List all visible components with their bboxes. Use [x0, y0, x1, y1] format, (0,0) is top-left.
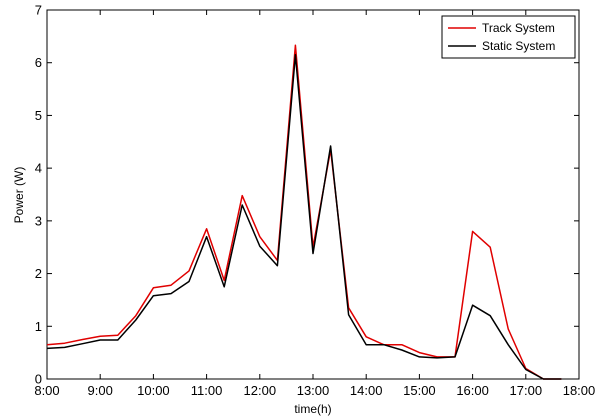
x-axis-title: time(h) — [294, 402, 331, 416]
y-tick-label: 2 — [35, 266, 42, 281]
y-tick-label: 7 — [35, 3, 42, 18]
x-tick-label: 12:00 — [244, 383, 277, 398]
x-tick-label: 15:00 — [403, 383, 436, 398]
x-tick-label: 16:00 — [456, 383, 489, 398]
plot-area — [46, 9, 580, 380]
legend-box — [441, 15, 576, 59]
x-tick-label: 10:00 — [137, 383, 170, 398]
series-line-static-system — [46, 54, 562, 380]
y-tick-label: 1 — [35, 319, 42, 334]
x-tick-label: 14:00 — [350, 383, 383, 398]
legend-label: Track System — [482, 21, 555, 35]
x-tick-label: 9:00 — [88, 383, 113, 398]
y-tick-label: 5 — [35, 108, 42, 123]
x-tick-label: 18:00 — [563, 383, 596, 398]
x-axis: 8:00 9:00 10:00 11:00 12:00 13:00 14:00 15:00 16… — [34, 10, 595, 398]
y-tick-label: 4 — [35, 161, 42, 176]
y-tick-label: 6 — [35, 55, 42, 70]
legend-label: Static System — [482, 39, 555, 53]
y-axis-title: Power (W) — [12, 167, 26, 224]
x-tick-label: 11:00 — [191, 383, 223, 398]
series-layer — [46, 44, 562, 380]
legend: Track System Static System — [441, 15, 576, 59]
x-tick-label: 17:00 — [510, 383, 543, 398]
x-tick-label: 13:00 — [297, 383, 330, 398]
y-tick-label: 3 — [35, 213, 42, 228]
y-tick-label: 0 — [35, 372, 42, 387]
x-tick-label: 8:00 — [34, 383, 59, 398]
y-axis: 0 1 2 3 4 5 6 7 — [35, 3, 579, 387]
